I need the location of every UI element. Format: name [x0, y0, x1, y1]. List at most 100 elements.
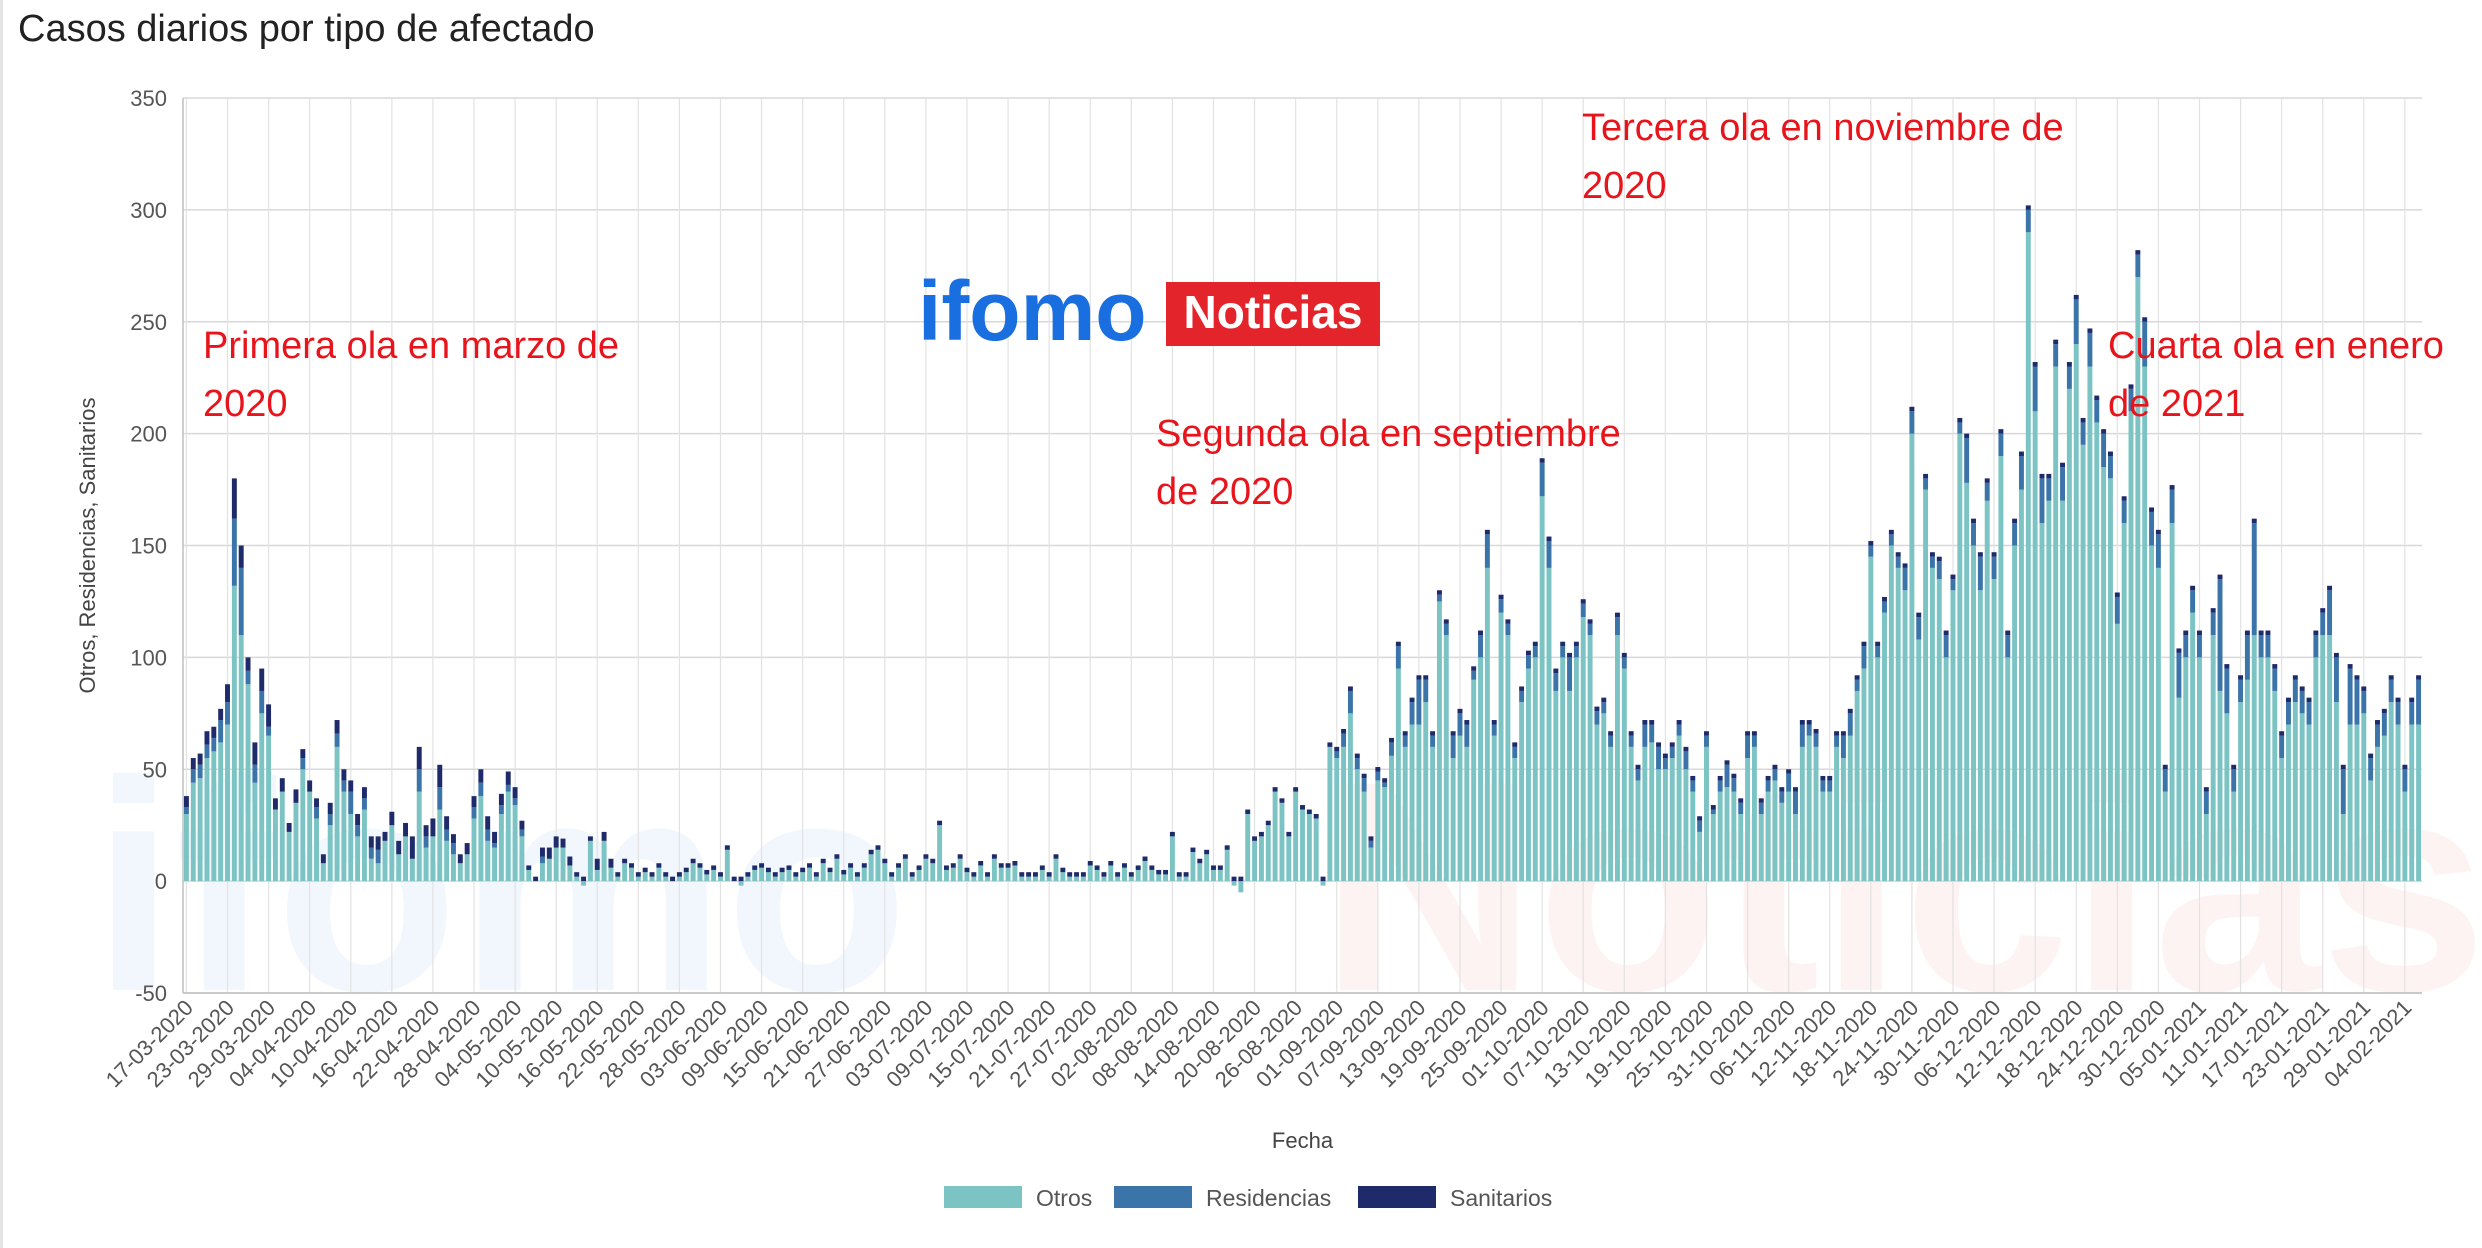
bar-sanitarios: [1923, 473, 1929, 479]
x-axis-title: Fecha: [1272, 1128, 1334, 1153]
bar-otros: [793, 876, 799, 882]
bar-otros: [1491, 735, 1497, 882]
bar-residencias: [1484, 534, 1490, 568]
bar-otros: [1745, 758, 1751, 882]
bar-otros: [2333, 702, 2339, 882]
bar-residencias: [355, 825, 361, 837]
bar-otros: [2327, 635, 2333, 882]
bar-otros: [2149, 545, 2155, 882]
bar-otros: [361, 809, 367, 882]
bar-otros: [1217, 869, 1223, 882]
bar-sanitarios: [2279, 731, 2285, 736]
bar-residencias: [1888, 534, 1894, 546]
bar-residencias: [2238, 679, 2244, 703]
bar-otros: [1601, 713, 1607, 882]
bar-residencias: [2299, 690, 2305, 714]
bar-sanitarios: [1635, 764, 1641, 770]
bar-sanitarios: [1628, 731, 1634, 736]
bar-residencias: [1635, 769, 1641, 781]
bar-sanitarios: [1457, 708, 1463, 714]
bar-sanitarios: [2258, 630, 2264, 635]
bar-sanitarios: [1320, 876, 1326, 882]
bar-otros: [622, 863, 628, 882]
bar-residencias: [1923, 478, 1929, 490]
bar-sanitarios: [423, 825, 429, 837]
bar-sanitarios: [183, 796, 189, 808]
bar-otros: [286, 831, 292, 882]
bar-sanitarios: [1594, 706, 1600, 712]
bar-otros: [916, 869, 922, 882]
bar-otros: [1074, 876, 1080, 882]
bar-otros: [327, 825, 333, 882]
bar-sanitarios: [1183, 872, 1189, 877]
bar-residencias: [2190, 590, 2196, 613]
bar-sanitarios: [1669, 742, 1675, 747]
bar-sanitarios: [1888, 529, 1894, 535]
bar-otros: [649, 876, 655, 882]
bar-sanitarios: [670, 876, 676, 882]
bar-otros: [985, 876, 990, 882]
bar-otros: [2361, 713, 2367, 882]
bar-sanitarios: [1122, 863, 1127, 868]
bar-sanitarios: [772, 872, 778, 877]
bar-sanitarios: [1135, 865, 1141, 870]
bar-sanitarios: [2354, 675, 2360, 680]
bar-sanitarios: [991, 854, 997, 859]
bar-sanitarios: [457, 854, 463, 864]
bar-sanitarios: [327, 802, 333, 814]
bar-otros: [197, 778, 203, 882]
bar-residencias: [2080, 422, 2086, 445]
bar-otros: [1341, 746, 1347, 882]
bar-sanitarios: [1546, 536, 1552, 542]
bar-sanitarios: [533, 876, 539, 882]
y-tick-label: 150: [130, 534, 167, 559]
bar-sanitarios: [1032, 872, 1038, 877]
bar-otros: [2347, 724, 2353, 882]
bar-otros: [1231, 881, 1237, 886]
bar-sanitarios: [950, 863, 956, 868]
bar-sanitarios: [2347, 664, 2353, 669]
bar-residencias: [2217, 579, 2223, 691]
bar-sanitarios: [2340, 764, 2346, 770]
bar-residencias: [1594, 711, 1600, 725]
bar-residencias: [1731, 778, 1737, 792]
bar-sanitarios: [1827, 775, 1833, 781]
bar-otros: [2402, 791, 2408, 882]
bar-sanitarios: [519, 820, 525, 830]
bar-sanitarios: [868, 849, 874, 855]
bar-sanitarios: [1724, 760, 1730, 765]
legend: Otros Residencias Sanitarios: [944, 1185, 1552, 1211]
bar-sanitarios: [1580, 599, 1586, 604]
bar-otros: [2265, 657, 2271, 882]
bar-sanitarios: [1101, 872, 1107, 877]
bar-otros: [1799, 746, 1805, 882]
bar-residencias: [2142, 321, 2148, 367]
bar-residencias: [2162, 769, 2168, 792]
bar-otros: [2320, 635, 2326, 882]
bar-sanitarios: [2244, 630, 2250, 635]
bar-sanitarios: [882, 858, 888, 864]
bar-otros: [629, 867, 634, 882]
bar-residencias: [2149, 511, 2155, 546]
bar-sanitarios: [1334, 746, 1340, 752]
bar-otros: [2251, 635, 2257, 882]
bar-residencias: [2416, 679, 2422, 725]
bar-residencias: [2060, 467, 2065, 501]
bar-residencias: [2046, 478, 2052, 501]
bar-residencias: [2073, 299, 2079, 345]
bar-sanitarios: [1265, 820, 1271, 826]
bar-otros: [841, 874, 847, 882]
bar-otros: [2395, 724, 2401, 882]
bar-sanitarios: [314, 798, 319, 808]
bar-otros: [444, 840, 450, 882]
bar-otros: [1019, 876, 1025, 882]
bar-otros: [1423, 702, 1429, 882]
bar-residencias: [2409, 702, 2415, 725]
bar-residencias: [2279, 735, 2285, 759]
bar-otros: [485, 840, 491, 882]
bar-residencias: [1882, 601, 1887, 613]
bar-otros: [2135, 277, 2141, 882]
bar-sanitarios: [341, 769, 347, 781]
bar-otros: [1395, 668, 1401, 882]
